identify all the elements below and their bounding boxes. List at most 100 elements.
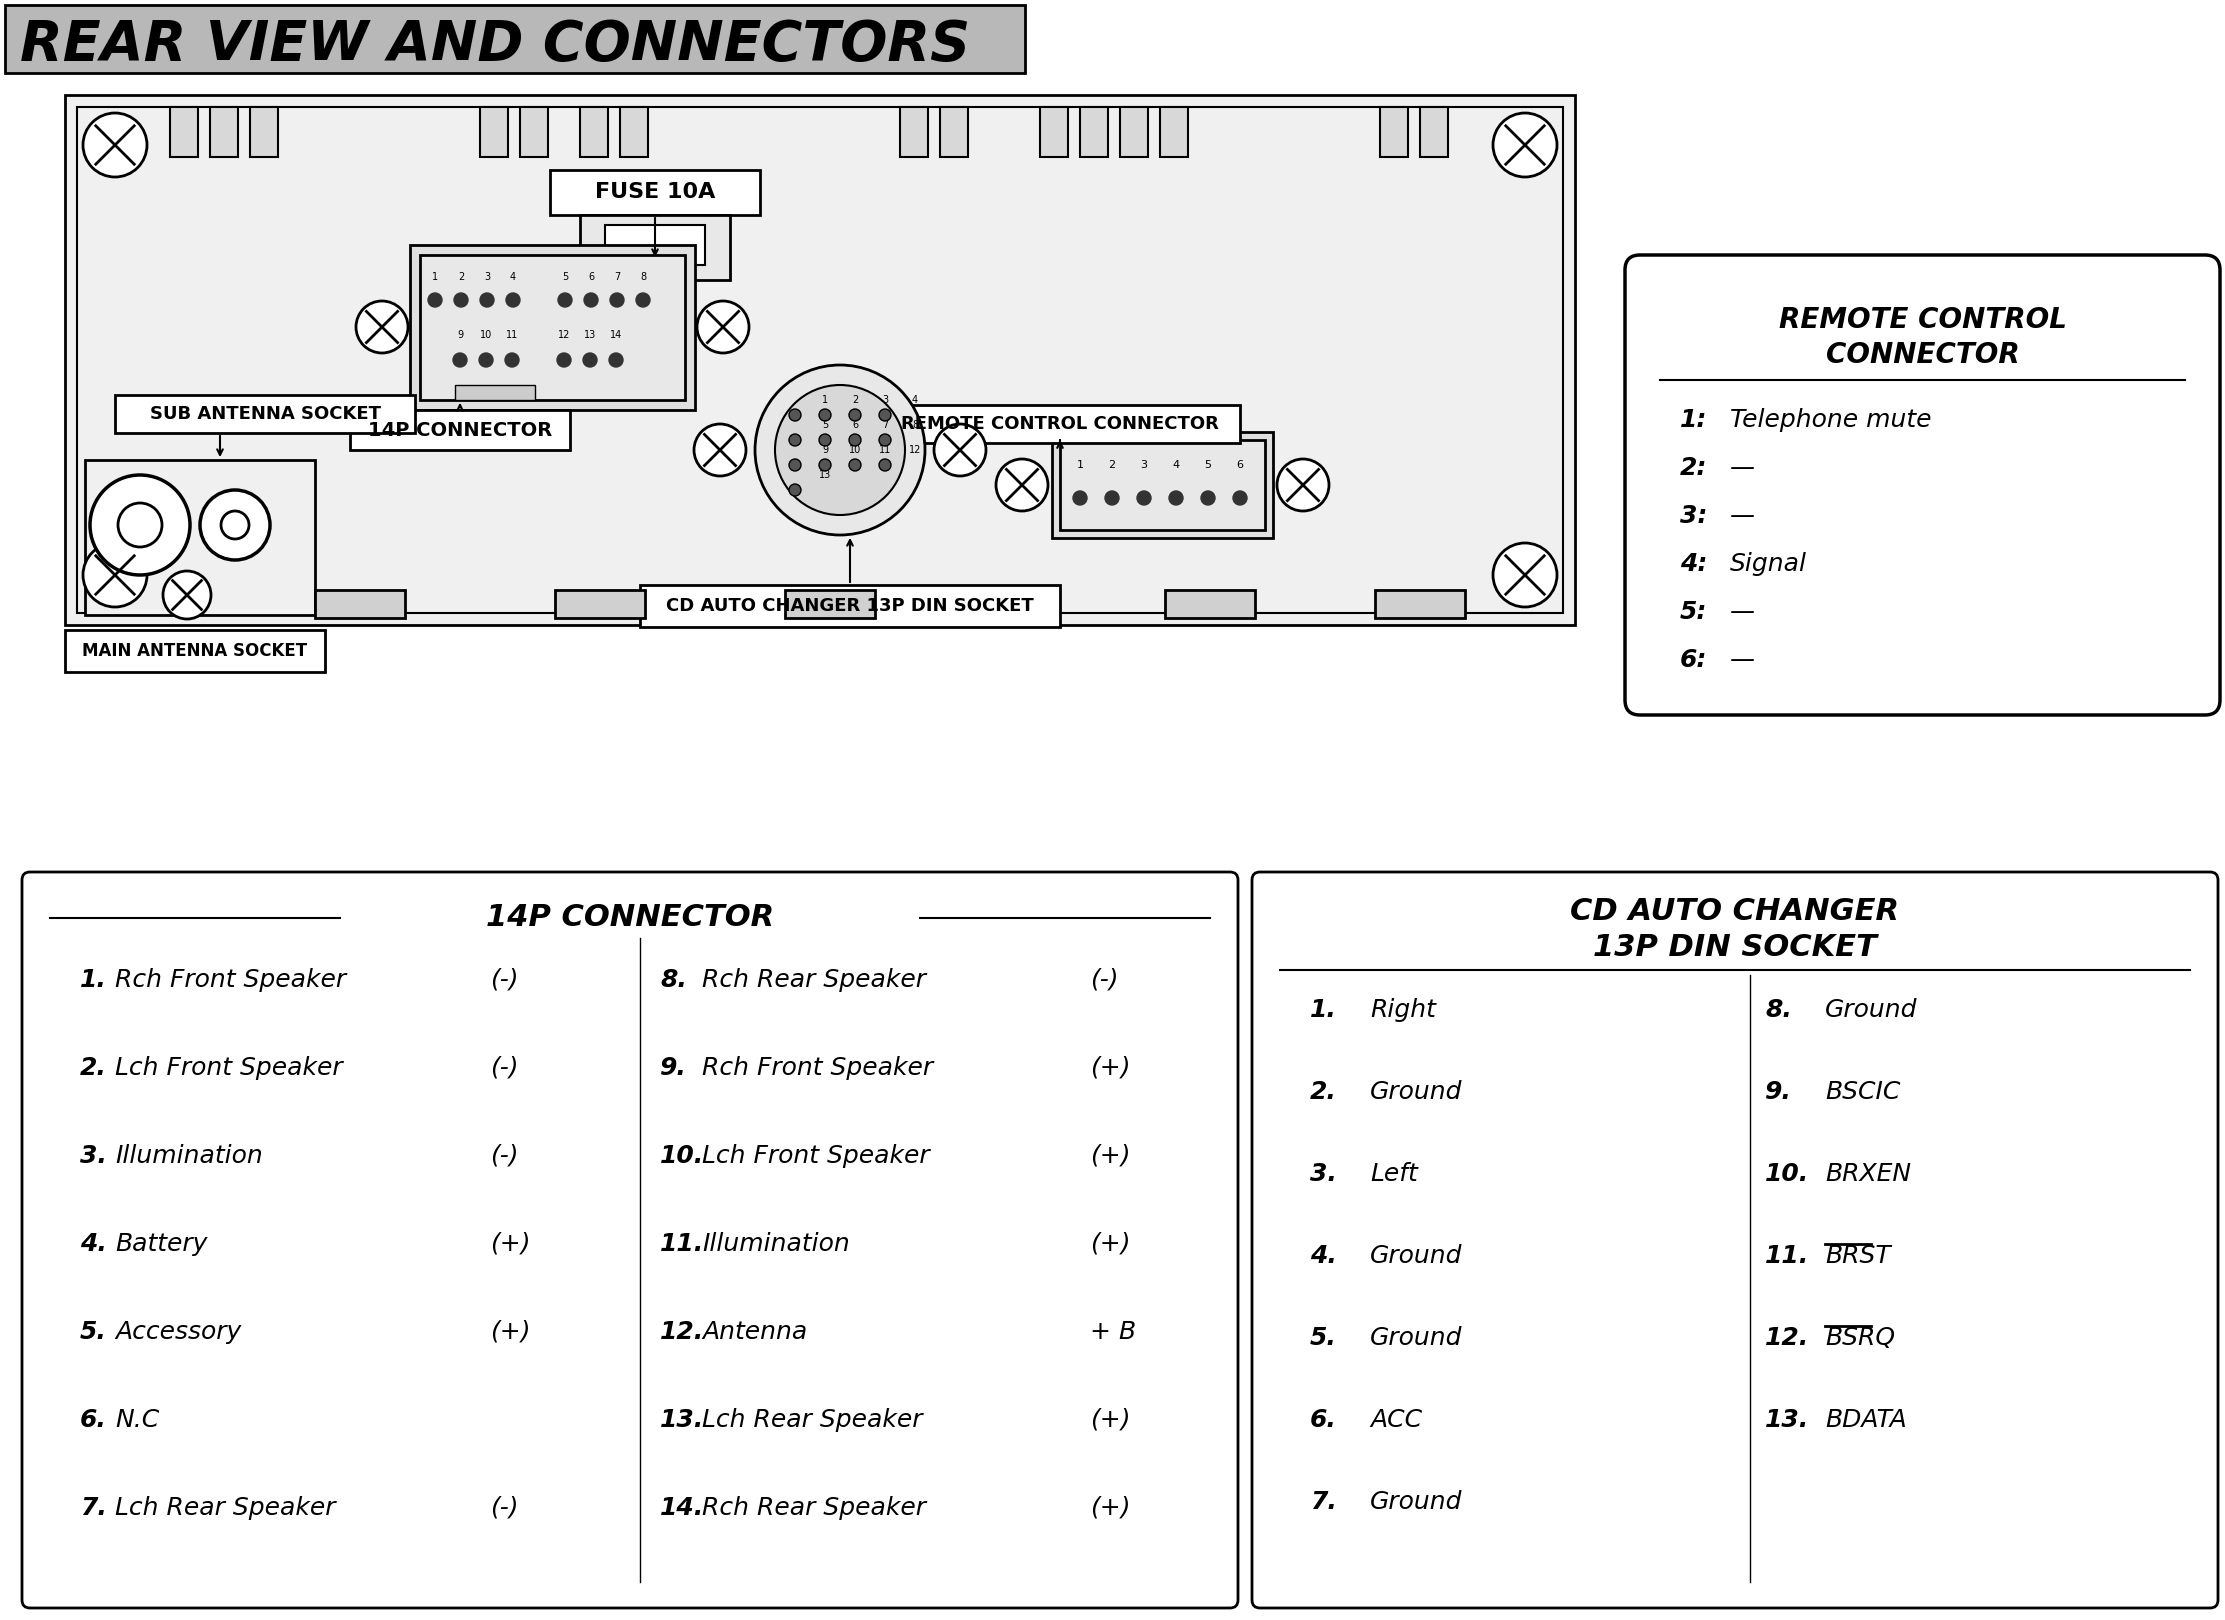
Text: (+): (+) (490, 1320, 530, 1345)
Text: 2: 2 (852, 395, 859, 405)
Circle shape (82, 543, 147, 608)
Text: Illumination: Illumination (703, 1231, 850, 1256)
Bar (939, 107, 968, 157)
Text: Rch Front Speaker: Rch Front Speaker (116, 969, 347, 991)
Circle shape (790, 408, 801, 421)
Circle shape (754, 364, 926, 535)
Bar (316, 590, 405, 617)
Bar (581, 107, 607, 157)
Bar (65, 630, 325, 672)
Bar (421, 254, 685, 400)
Text: 6: 6 (587, 272, 594, 282)
Text: BRST: BRST (1824, 1244, 1891, 1268)
Text: Signal: Signal (1731, 552, 1807, 577)
Text: + B: + B (1090, 1320, 1137, 1345)
Bar (1166, 590, 1255, 617)
Text: 14: 14 (610, 330, 623, 340)
Text: 10: 10 (850, 446, 861, 455)
Text: 8.: 8. (661, 969, 688, 991)
Text: SUB ANTENNA SOCKET: SUB ANTENNA SOCKET (149, 405, 380, 423)
Text: FUSE 10A: FUSE 10A (594, 181, 714, 202)
Text: 13P DIN SOCKET: 13P DIN SOCKET (1593, 933, 1878, 962)
Text: 2: 2 (1108, 460, 1115, 470)
Text: (+): (+) (1090, 1495, 1130, 1520)
Circle shape (1168, 491, 1184, 505)
Text: —: — (1731, 599, 1756, 624)
Text: 9.: 9. (1764, 1081, 1791, 1103)
Text: BSCIC: BSCIC (1824, 1081, 1900, 1103)
Text: —: — (1731, 648, 1756, 672)
Text: 13.: 13. (1764, 1408, 1809, 1432)
Bar (621, 107, 647, 157)
Bar (641, 585, 1059, 627)
Circle shape (879, 458, 890, 471)
Text: 8: 8 (912, 420, 919, 429)
Bar (1375, 590, 1464, 617)
Text: CD AUTO CHANGER 13P DIN SOCKET: CD AUTO CHANGER 13P DIN SOCKET (665, 598, 1035, 616)
Circle shape (774, 386, 906, 515)
Bar (521, 107, 547, 157)
Text: (+): (+) (1090, 1056, 1130, 1081)
Bar (899, 107, 928, 157)
Bar (85, 460, 316, 616)
Text: (+): (+) (1090, 1231, 1130, 1256)
Text: 10.: 10. (661, 1144, 705, 1168)
Text: 1:: 1: (1680, 408, 1707, 433)
Circle shape (610, 353, 623, 368)
Text: Ground: Ground (1371, 1244, 1462, 1268)
Circle shape (850, 458, 861, 471)
Text: 4.: 4. (1311, 1244, 1337, 1268)
Text: 2.: 2. (80, 1056, 107, 1081)
Text: REMOTE CONTROL CONNECTOR: REMOTE CONTROL CONNECTOR (901, 415, 1219, 433)
Circle shape (118, 502, 162, 548)
Circle shape (583, 293, 599, 308)
Text: Telephone mute: Telephone mute (1731, 408, 1931, 433)
Text: N.C: N.C (116, 1408, 160, 1432)
Circle shape (556, 353, 572, 368)
Text: 14P CONNECTOR: 14P CONNECTOR (485, 904, 774, 933)
Circle shape (454, 293, 467, 308)
Bar (481, 107, 507, 157)
Circle shape (1137, 491, 1150, 505)
Circle shape (505, 353, 518, 368)
Circle shape (1202, 491, 1215, 505)
Text: 5.: 5. (80, 1320, 107, 1345)
Circle shape (1493, 113, 1558, 177)
Text: 3: 3 (1141, 460, 1148, 470)
Text: Lch Front Speaker: Lch Front Speaker (703, 1144, 930, 1168)
Circle shape (583, 353, 596, 368)
Text: 10: 10 (481, 330, 492, 340)
Bar (209, 107, 238, 157)
Bar (1119, 107, 1148, 157)
FancyBboxPatch shape (22, 872, 1237, 1609)
Circle shape (696, 301, 750, 353)
Bar (581, 215, 730, 280)
Text: Lch Front Speaker: Lch Front Speaker (116, 1056, 343, 1081)
Text: (-): (-) (490, 1495, 518, 1520)
Circle shape (790, 434, 801, 446)
Text: CONNECTOR: CONNECTOR (1827, 340, 2020, 369)
Text: Accessory: Accessory (116, 1320, 240, 1345)
Bar (169, 107, 198, 157)
Bar (550, 170, 761, 215)
Text: 9: 9 (821, 446, 828, 455)
Text: Lch Rear Speaker: Lch Rear Speaker (116, 1495, 336, 1520)
Circle shape (82, 113, 147, 177)
Text: 6: 6 (1237, 460, 1244, 470)
Text: 7: 7 (881, 420, 888, 429)
Text: Illumination: Illumination (116, 1144, 263, 1168)
Text: Antenna: Antenna (703, 1320, 808, 1345)
Text: Rch Rear Speaker: Rch Rear Speaker (703, 969, 926, 991)
Text: BRXEN: BRXEN (1824, 1162, 1911, 1186)
Bar (409, 245, 694, 410)
Bar (116, 395, 416, 433)
Text: 4: 4 (912, 395, 919, 405)
Text: 3: 3 (485, 272, 490, 282)
Text: 2.: 2. (1311, 1081, 1337, 1103)
Text: Ground: Ground (1824, 998, 1918, 1022)
Text: (+): (+) (1090, 1144, 1130, 1168)
Circle shape (819, 408, 830, 421)
Text: (-): (-) (490, 969, 518, 991)
Text: 12: 12 (558, 330, 570, 340)
Text: 11.: 11. (1764, 1244, 1809, 1268)
